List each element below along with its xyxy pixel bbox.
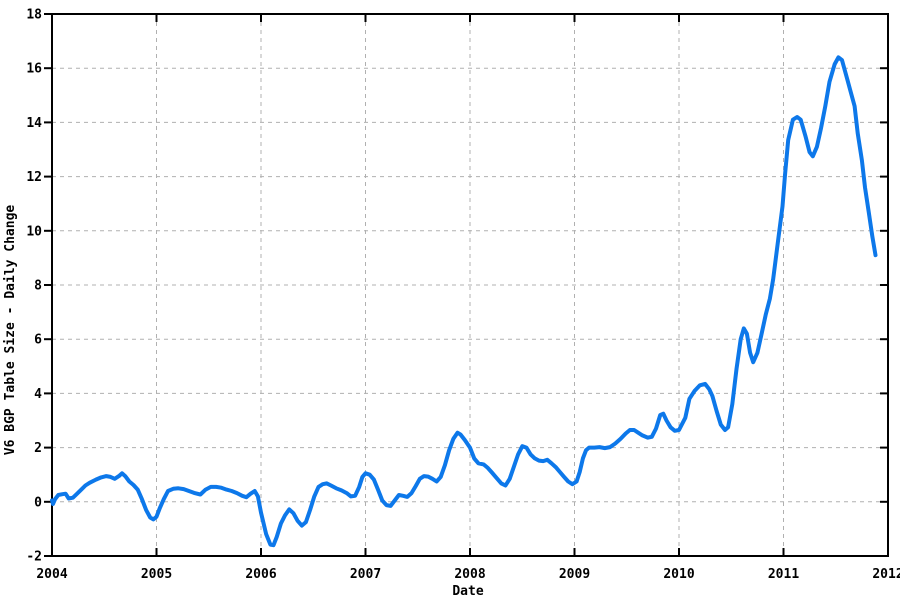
y-axis-title: V6 BGP Table Size - Daily Change bbox=[3, 205, 18, 456]
y-tick-label: 12 bbox=[26, 170, 42, 185]
y-tick-label: -2 bbox=[26, 550, 42, 565]
y-tick-label: 14 bbox=[26, 116, 42, 131]
x-tick-label: 2008 bbox=[454, 567, 485, 582]
y-tick-label: 4 bbox=[34, 387, 42, 402]
x-tick-label: 2009 bbox=[559, 567, 590, 582]
x-tick-label: 2007 bbox=[350, 567, 381, 582]
x-tick-label: 2006 bbox=[245, 567, 276, 582]
x-tick-label: 2012 bbox=[872, 567, 900, 582]
x-tick-label: 2004 bbox=[36, 567, 67, 582]
y-tick-label: 18 bbox=[26, 8, 42, 23]
y-tick-label: 8 bbox=[34, 279, 42, 294]
series-line bbox=[50, 55, 878, 548]
plot-area: -2 0 2 4 6 8 10 12 14 16 18 2004 2005 2006 2007 2008 200… bbox=[26, 8, 900, 583]
y-tick-label: 10 bbox=[26, 224, 42, 239]
x-tick-label: 2010 bbox=[663, 567, 694, 582]
plot-border bbox=[51, 13, 889, 557]
y-tick-label: 0 bbox=[34, 495, 42, 510]
y-tick-label: 16 bbox=[26, 62, 42, 77]
y-tick-label: 2 bbox=[34, 441, 42, 456]
y-tick-label: 6 bbox=[34, 333, 42, 348]
x-tick-label: 2011 bbox=[768, 567, 799, 582]
x-tick-label: 2005 bbox=[141, 567, 172, 582]
x-axis-title: Date bbox=[452, 584, 483, 599]
